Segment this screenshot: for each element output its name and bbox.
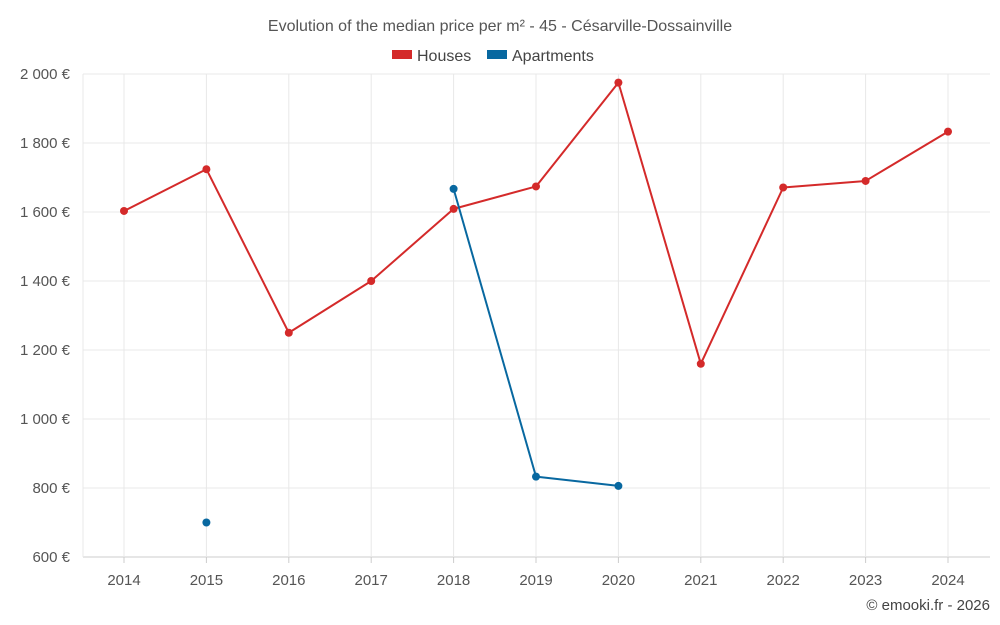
data-point-houses[interactable] [944, 127, 952, 136]
data-point-houses[interactable] [120, 206, 128, 215]
data-point-apartments[interactable] [532, 472, 540, 481]
legend-label-houses[interactable]: Houses [417, 48, 471, 65]
x-tick-label: 2024 [931, 572, 964, 589]
x-tick-label: 2019 [519, 572, 552, 589]
legend: Houses Apartments [392, 48, 594, 65]
data-point-houses[interactable] [202, 165, 211, 174]
x-tick-label: 2022 [767, 572, 800, 589]
y-tick-label: 1 600 € [20, 204, 71, 221]
x-tick-label: 2021 [684, 572, 717, 589]
data-point-houses[interactable] [696, 359, 705, 368]
data-point-apartments[interactable] [449, 184, 458, 193]
data-point-apartments[interactable] [202, 518, 211, 527]
y-tick-label: 600 € [32, 549, 70, 566]
legend-swatch-houses [392, 50, 412, 59]
data-point-houses[interactable] [532, 182, 540, 191]
axes: 600 € 800 € 1 000 € 1 200 € 1 400 € 1 600 € 1 … [20, 66, 965, 589]
data-point-houses[interactable] [449, 204, 458, 213]
legend-label-apartments[interactable]: Apartments [512, 48, 594, 65]
credit-text: © emooki.fr - 2026 [866, 597, 990, 614]
chart-title: Evolution of the median price per m² - 4… [268, 18, 732, 35]
data-point-houses[interactable] [367, 277, 376, 285]
series [120, 78, 952, 527]
x-tick-label: 2014 [107, 572, 140, 589]
y-tick-label: 1 000 € [20, 411, 71, 428]
data-point-houses[interactable] [614, 78, 623, 87]
x-tick-label: 2018 [437, 572, 470, 589]
y-tick-label: 1 200 € [20, 342, 71, 359]
data-point-houses[interactable] [861, 176, 870, 185]
x-tick-label: 2016 [272, 572, 305, 589]
y-tick-label: 1 800 € [20, 135, 71, 152]
x-tick-label: 2023 [849, 572, 882, 589]
gridlines [83, 73, 990, 558]
x-tick-label: 2015 [190, 572, 223, 589]
x-tick-label: 2020 [602, 572, 635, 589]
data-point-houses[interactable] [779, 183, 788, 192]
y-tick-label: 800 € [32, 480, 70, 497]
data-point-apartments[interactable] [614, 481, 623, 490]
legend-swatch-apartments [487, 50, 507, 59]
y-tick-label: 2 000 € [20, 66, 71, 83]
y-tick-label: 1 400 € [20, 273, 71, 290]
data-point-houses[interactable] [284, 328, 293, 337]
x-tick-label: 2017 [355, 572, 388, 589]
